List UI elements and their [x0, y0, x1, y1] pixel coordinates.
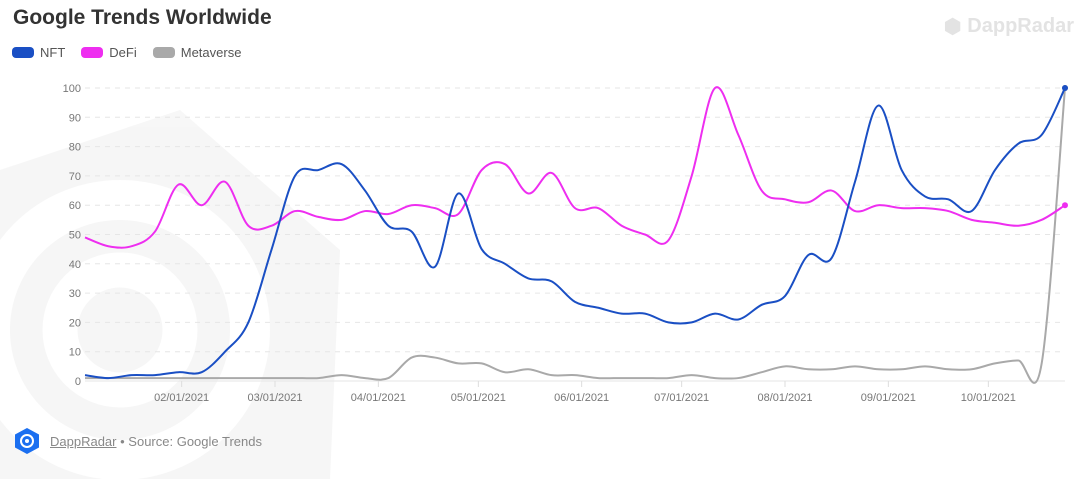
y-tick-label: 80 [69, 142, 81, 154]
x-tick-label: 07/01/2021 [654, 392, 709, 404]
series-end-point-nft [1062, 85, 1068, 91]
y-tick-label: 30 [69, 288, 81, 300]
chart-title: Google Trends Worldwide [13, 6, 272, 29]
legend-item-metaverse[interactable]: Metaverse [152, 45, 242, 60]
x-tick-label: 08/01/2021 [757, 392, 812, 404]
x-tick-label: 09/01/2021 [861, 392, 916, 404]
x-tick-label: 02/01/2021 [154, 392, 209, 404]
legend-label: NFT [40, 45, 66, 60]
series-line-metaverse [84, 87, 1066, 384]
y-tick-label: 40 [69, 259, 81, 271]
series-line-defi [84, 86, 1066, 249]
legend-swatch [152, 47, 175, 58]
footer: DappRadar • Source: Google Trends [14, 427, 262, 455]
y-tick-label: 50 [69, 230, 81, 242]
legend-swatch [81, 47, 104, 58]
legend-item-nft[interactable]: NFT [12, 45, 65, 60]
watermark-logo [0, 110, 340, 479]
legend-swatch [12, 47, 34, 58]
y-tick-label: 0 [75, 376, 81, 388]
legend: NFT DeFi Metaverse [12, 45, 241, 60]
y-tick-label: 100 [63, 83, 81, 95]
x-tick-label: 10/01/2021 [961, 392, 1016, 404]
series-end-point-defi [1062, 202, 1068, 209]
x-tick-label: 04/01/2021 [351, 392, 406, 404]
series-line-nft [84, 87, 1066, 380]
y-tick-label: 60 [69, 200, 81, 212]
y-tick-label: 70 [69, 171, 81, 183]
dappradar-logo-icon [15, 428, 39, 454]
watermark-text: DappRadar [967, 15, 1074, 37]
y-tick-label: 10 [69, 347, 81, 359]
watermark-logo-icon: ⬢ [943, 16, 962, 38]
dappradar-link[interactable]: DappRadar [50, 433, 117, 449]
legend-label: Metaverse [180, 45, 242, 60]
legend-label: DeFi [109, 45, 137, 60]
y-tick-label: 90 [69, 112, 81, 124]
x-tick-label: 06/01/2021 [554, 392, 609, 404]
x-tick-label: 05/01/2021 [451, 392, 506, 404]
watermark: ⬢ DappRadar [944, 14, 1074, 39]
y-tick-label: 20 [69, 317, 81, 329]
x-tick-label: 03/01/2021 [247, 392, 302, 404]
source-text: • Source: Google Trends [120, 433, 262, 449]
legend-item-defi[interactable]: DeFi [81, 45, 137, 60]
